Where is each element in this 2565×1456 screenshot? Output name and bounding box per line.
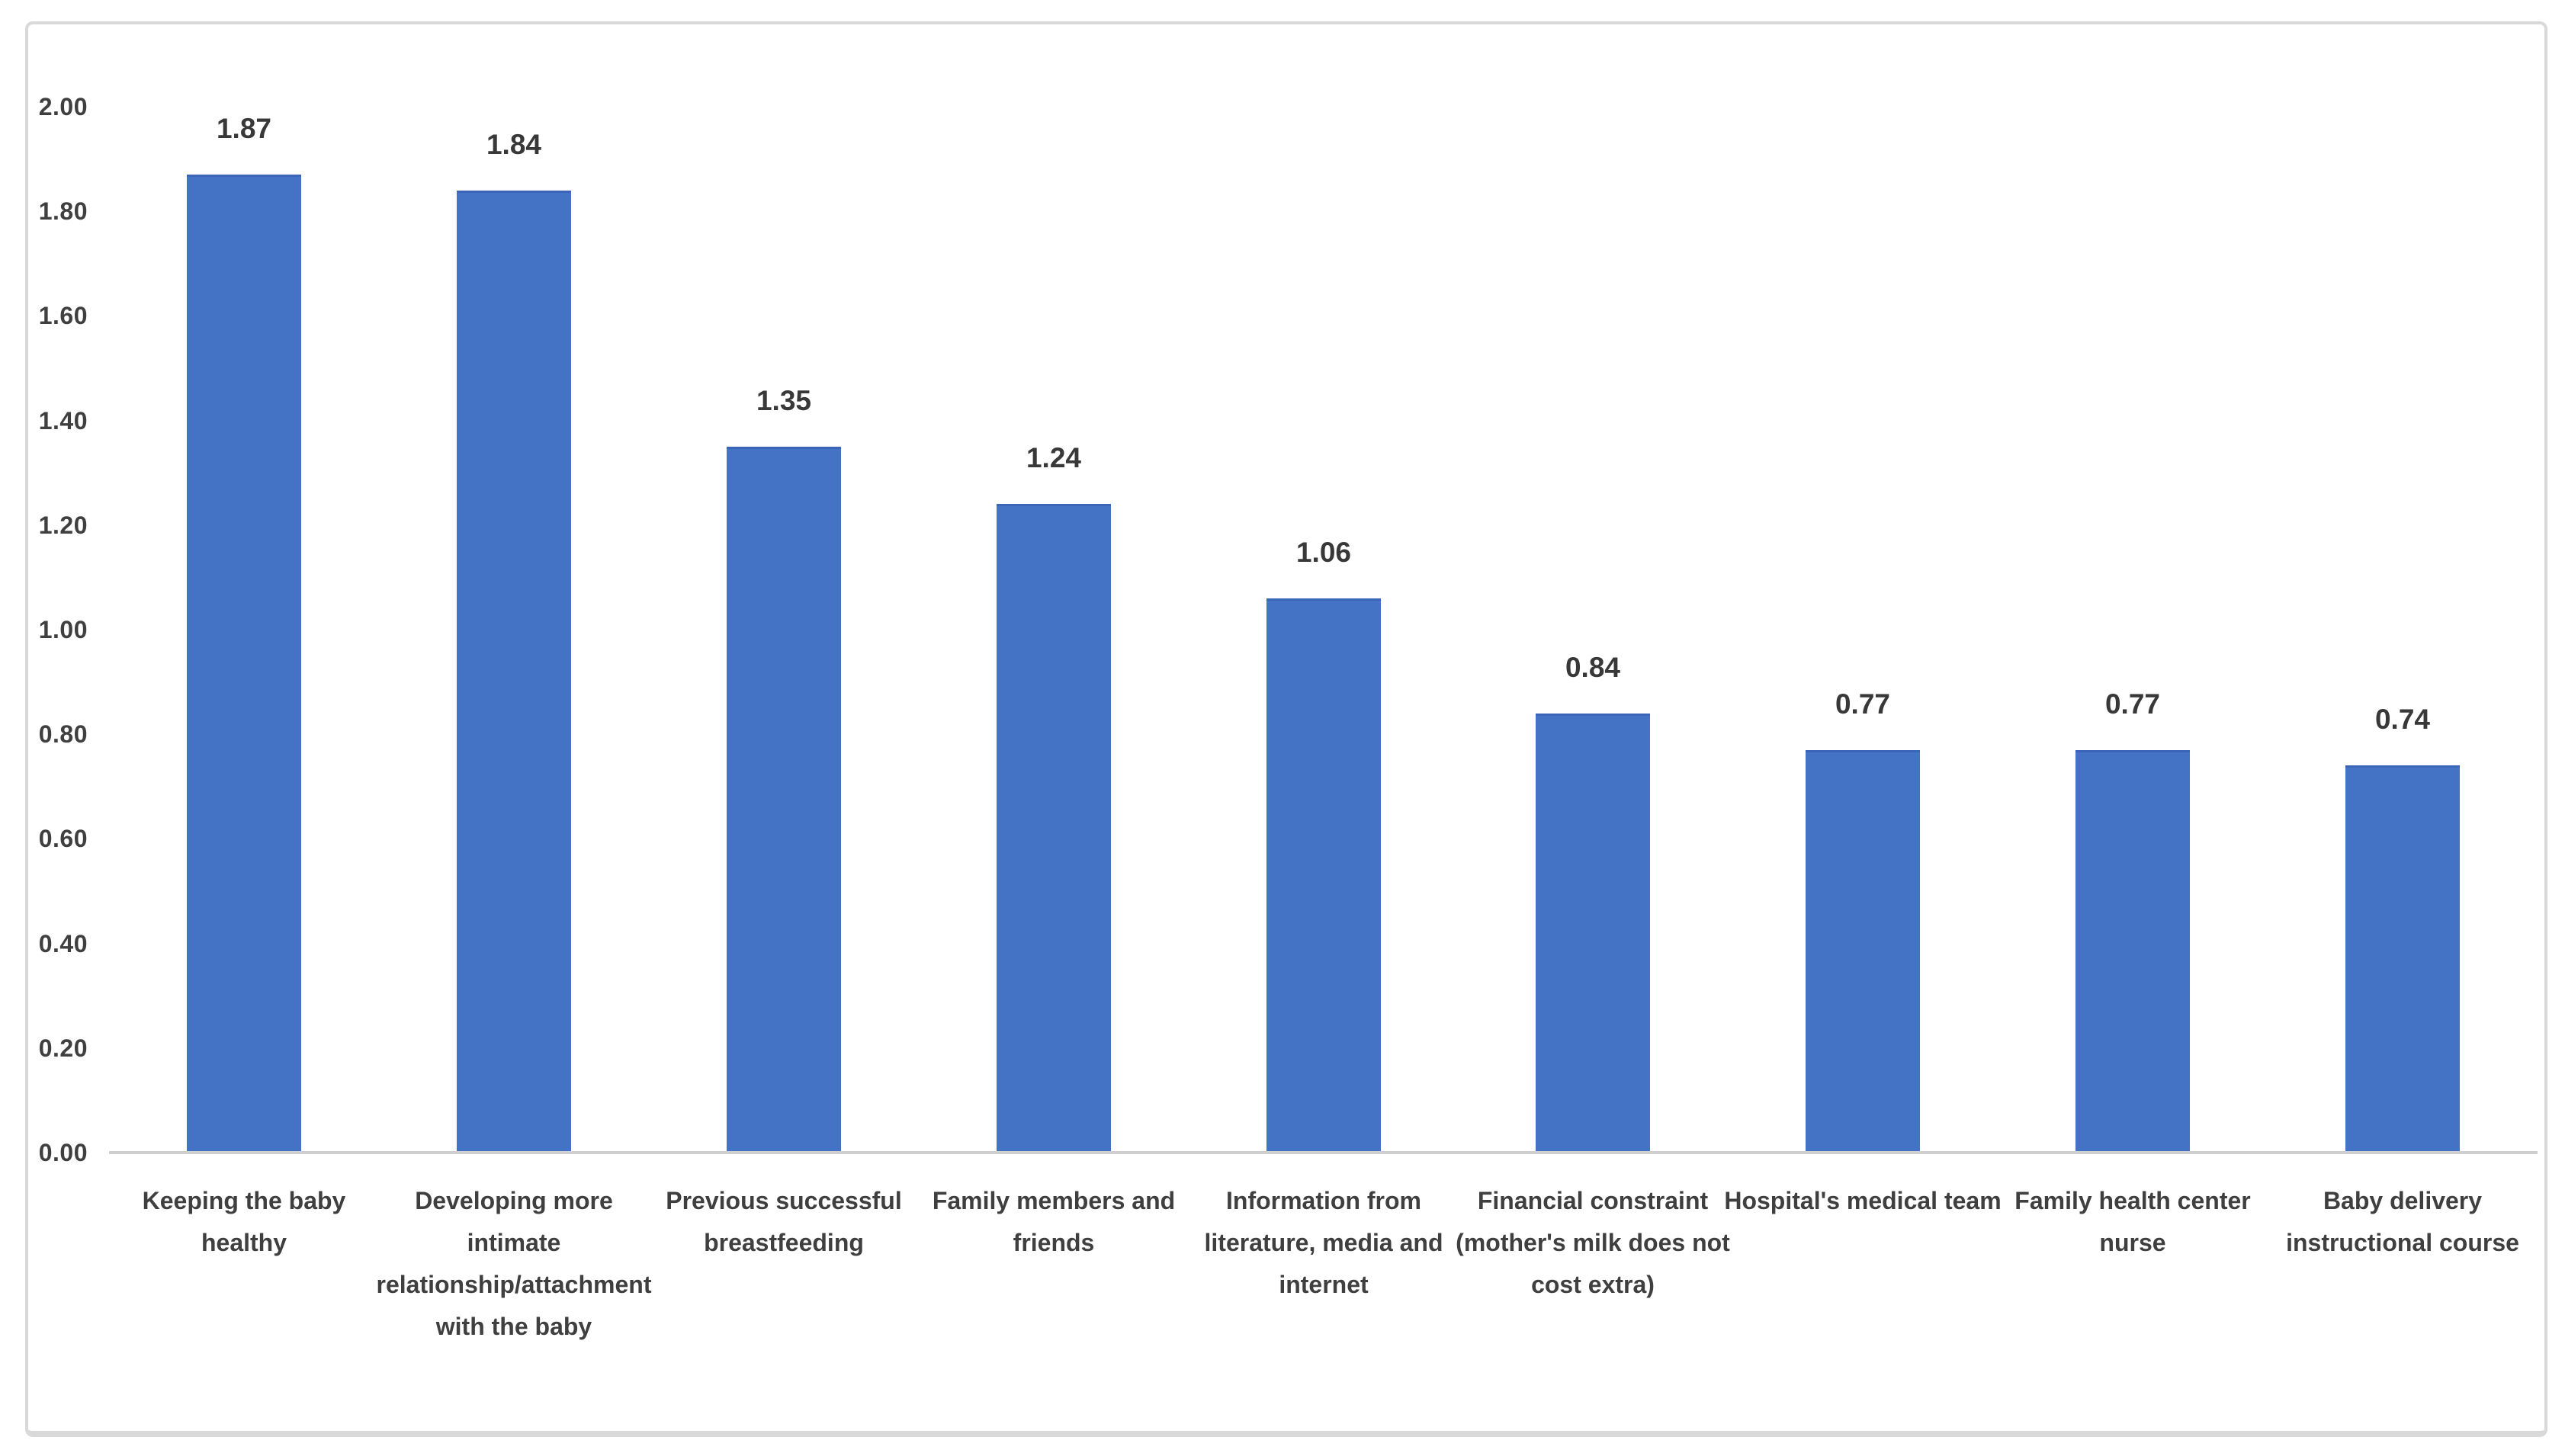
y-axis-tick-label: 0.80 [38,720,88,749]
category-label: Keeping the baby healthy [142,1187,346,1256]
bar-value-label: 0.77 [2104,688,2160,720]
y-axis-tick-label: 1.40 [38,406,88,435]
bar-value-label: 1.06 [1295,537,1351,568]
y-axis-tick-label: 0.20 [38,1034,88,1062]
bar-value-label: 0.84 [1565,652,1620,683]
bar [1266,598,1381,1153]
y-axis-tick-label: 0.00 [38,1139,88,1166]
bar [727,447,841,1153]
bar-value-label: 1.87 [216,113,271,144]
category-label: Developing more intimate relationship/at… [376,1187,652,1340]
category-label: Baby delivery instructional course [2286,1187,2519,1256]
y-axis-tick-label: 0.60 [38,825,88,853]
bar [457,191,571,1153]
bar [1806,750,1920,1153]
bar-value-label: 0.77 [1835,688,1890,720]
y-axis-tick-label: 2.00 [38,93,88,120]
bar [1536,714,1650,1153]
y-axis-tick-label: 1.00 [38,616,88,643]
category-label: Information from literature, media and i… [1204,1187,1443,1298]
bar-value-label: 0.74 [2374,704,2430,735]
category-label: Hospital's medical team [1724,1187,2002,1214]
y-axis-tick-label: 1.20 [38,511,88,539]
category-label: Family health center nurse [2014,1187,2251,1256]
bar [2345,765,2460,1153]
bar [2075,750,2190,1153]
bar-value-label: 1.35 [756,385,811,416]
y-axis-tick-label: 1.80 [38,197,88,226]
y-axis-tick-label: 0.40 [38,929,88,957]
category-label: Previous successful breastfeeding [666,1187,902,1256]
bar [187,175,301,1153]
x-axis-line [109,1151,2538,1154]
y-axis-tick-label: 1.60 [38,302,88,330]
bar-value-label: 1.84 [486,129,541,160]
bar [997,504,1111,1153]
category-label: Family members and friends [932,1187,1176,1256]
bar-value-label: 1.24 [1026,442,1081,473]
category-label: Financial constraint (mother's milk does… [1456,1187,1730,1298]
